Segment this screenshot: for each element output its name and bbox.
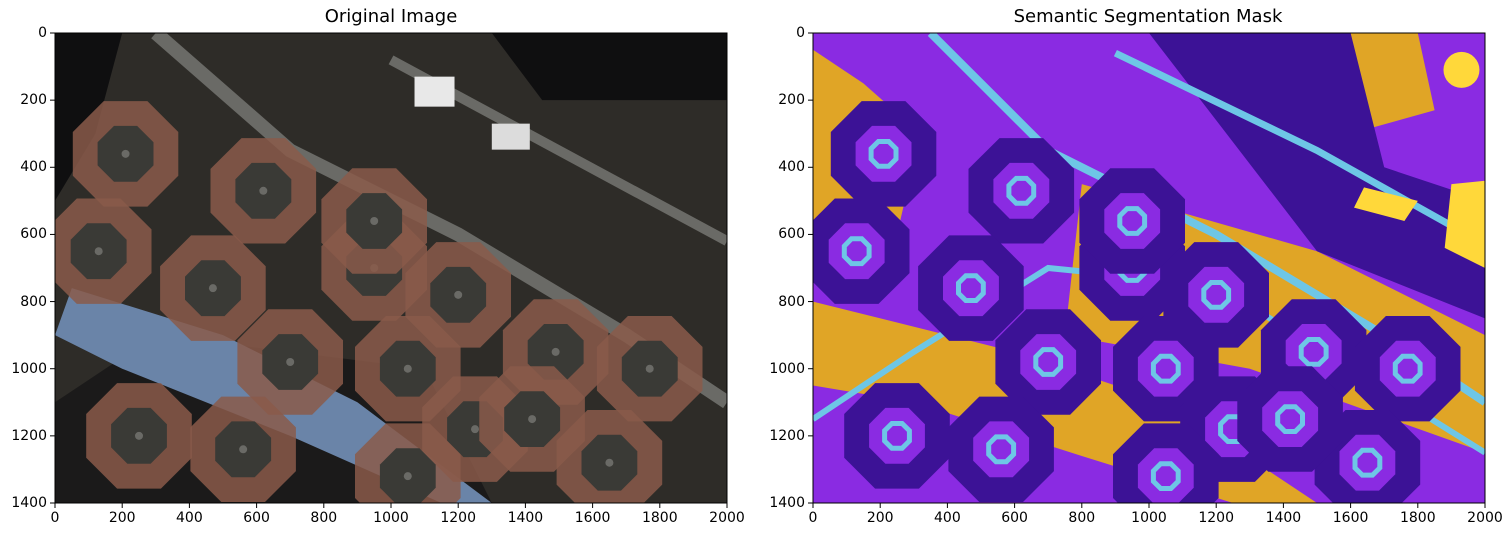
x-tick-label: 1800 bbox=[1399, 510, 1436, 526]
x-tick-label: 600 bbox=[243, 510, 270, 526]
y-tick-label: 1400 bbox=[769, 495, 805, 511]
y-tick-label: 1400 bbox=[11, 495, 47, 511]
y-tick-label: 1000 bbox=[11, 360, 47, 377]
x-tick-label: 1400 bbox=[1265, 510, 1302, 526]
y-tick-label: 800 bbox=[778, 293, 805, 310]
right-panel-title: Semantic Segmentation Mask bbox=[1013, 6, 1283, 27]
x-tick-label: 2000 bbox=[709, 510, 745, 526]
left-panel-title: Original Image bbox=[324, 6, 458, 27]
x-tick-label: 1000 bbox=[1131, 510, 1167, 526]
y-tick-label: 800 bbox=[20, 293, 47, 310]
x-tick-label: 200 bbox=[108, 510, 136, 526]
y-tick-label: 1200 bbox=[769, 427, 805, 444]
y-tick-label: 200 bbox=[20, 92, 47, 109]
x-tick-label: 1600 bbox=[1332, 510, 1369, 526]
y-tick-label: 0 bbox=[38, 25, 47, 41]
original-image bbox=[55, 33, 727, 503]
y-tick-label: 600 bbox=[20, 226, 47, 243]
y-tick-label: 200 bbox=[778, 92, 805, 109]
segmentation-mask bbox=[813, 33, 1485, 503]
x-tick-label: 0 bbox=[808, 510, 818, 526]
x-tick-label: 600 bbox=[1001, 510, 1028, 526]
x-tick-label: 0 bbox=[50, 510, 60, 526]
x-tick-label: 1600 bbox=[574, 510, 611, 526]
x-tick-label: 400 bbox=[176, 510, 203, 526]
x-tick-label: 800 bbox=[1068, 510, 1096, 526]
y-tick-label: 1200 bbox=[11, 427, 47, 444]
x-tick-label: 2000 bbox=[1467, 510, 1503, 526]
y-tick-label: 400 bbox=[20, 159, 47, 176]
x-tick-label: 200 bbox=[866, 510, 894, 526]
x-tick-label: 1800 bbox=[641, 510, 678, 526]
y-tick-label: 0 bbox=[796, 25, 805, 41]
x-tick-label: 1200 bbox=[1198, 510, 1235, 526]
x-tick-label: 1000 bbox=[373, 510, 409, 526]
x-tick-label: 800 bbox=[310, 510, 338, 526]
y-tick-label: 400 bbox=[778, 159, 805, 176]
y-tick-label: 1000 bbox=[769, 360, 805, 377]
y-tick-label: 600 bbox=[778, 226, 805, 243]
x-tick-label: 1400 bbox=[507, 510, 544, 526]
x-tick-label: 1200 bbox=[440, 510, 477, 526]
x-tick-label: 400 bbox=[934, 510, 961, 526]
